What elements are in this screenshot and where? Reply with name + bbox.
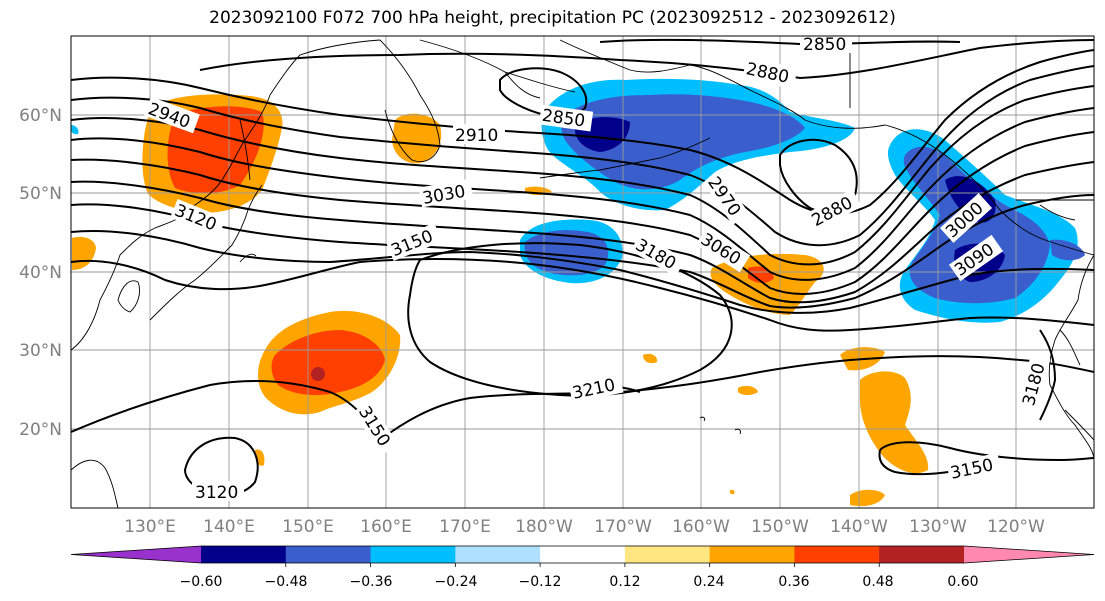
lat-label: 60°N bbox=[19, 106, 62, 126]
contour-2940 bbox=[71, 65, 1094, 247]
contour-3180 bbox=[407, 242, 733, 397]
contour-3120 bbox=[71, 229, 1094, 314]
colorbar-segment bbox=[455, 546, 541, 563]
lat-label: 20°N bbox=[19, 420, 62, 440]
colorbar-segment bbox=[879, 546, 965, 563]
lat-label: 30°N bbox=[19, 341, 62, 361]
coastline-hawaii bbox=[699, 416, 741, 435]
colorbar-segment bbox=[624, 546, 711, 563]
contour-2910 bbox=[71, 49, 1094, 216]
colorbar-segment bbox=[709, 546, 795, 563]
lon-label: 130°W bbox=[909, 517, 967, 537]
precip-area-west-edge bbox=[71, 125, 79, 135]
lon-label: 150°E bbox=[282, 517, 334, 537]
coastline-asia bbox=[71, 39, 381, 508]
precip-area-east-pacific-2 bbox=[860, 371, 929, 474]
precip-area-tropical-3 bbox=[729, 489, 735, 495]
colorbar-segment bbox=[285, 546, 372, 563]
contour-label: 2910 bbox=[455, 126, 498, 146]
contour-2970 bbox=[71, 85, 1094, 266]
colorbar-extension-high bbox=[964, 546, 1094, 563]
colorbar-tick-label: −0.24 bbox=[435, 574, 478, 590]
map-gridlines bbox=[71, 36, 1094, 508]
contour-3150-main bbox=[71, 258, 1094, 332]
colorbar-segment bbox=[370, 546, 456, 563]
coastline-sakhalin bbox=[239, 119, 251, 181]
colorbar-outline bbox=[70, 545, 1095, 564]
contour-3030 bbox=[71, 131, 1094, 295]
coastline-kamchatka bbox=[379, 39, 441, 163]
lon-label: 160°E bbox=[360, 517, 412, 537]
contour-3060 bbox=[71, 161, 1094, 304]
contour-3000 bbox=[71, 107, 1094, 281]
lon-label: 160°W bbox=[672, 517, 730, 537]
map-frame bbox=[70, 35, 1095, 509]
latitude-labels: 60°N 50°N 40°N 30°N 20°N bbox=[19, 106, 62, 440]
precip-area-tropical-1 bbox=[643, 353, 658, 364]
colorbar-tick-label: 0.24 bbox=[693, 574, 724, 590]
precip-area-hawaii bbox=[738, 385, 758, 395]
contour-3180-east bbox=[1039, 329, 1057, 421]
colorbar-segment bbox=[794, 546, 880, 563]
coastline-japan bbox=[149, 184, 263, 321]
contour-2850-bering bbox=[499, 67, 588, 119]
colorbar-ticks bbox=[285, 563, 880, 567]
precip-area-west-pacific-core bbox=[271, 330, 385, 396]
lon-label: 180°W bbox=[515, 517, 573, 537]
contour-2880-north bbox=[199, 39, 1094, 80]
colorbar-tick-label: −0.60 bbox=[180, 574, 223, 590]
lon-label: 120°W bbox=[987, 517, 1045, 537]
colorbar-tick-label: −0.48 bbox=[265, 574, 308, 590]
lon-label: 140°W bbox=[830, 517, 888, 537]
colorbar-tick-label: 0.60 bbox=[947, 574, 978, 590]
colorbar-segments bbox=[70, 545, 1095, 564]
map-title: 2023092100 F072 700 hPa height, precipit… bbox=[209, 8, 896, 28]
lat-label: 40°N bbox=[19, 263, 62, 283]
contour-label: 2850 bbox=[803, 35, 846, 55]
precip-area-west-pacific-peak bbox=[311, 367, 325, 381]
coastline-korea bbox=[117, 280, 141, 313]
contour-2850-north bbox=[599, 38, 961, 46]
lat-label: 50°N bbox=[19, 184, 62, 204]
lon-label: 140°E bbox=[203, 517, 255, 537]
lon-label: 170°E bbox=[439, 517, 491, 537]
contour-3150-south bbox=[71, 355, 1094, 441]
colorbar-tick-label: 0.12 bbox=[609, 574, 640, 590]
colorbar-tick-label: 0.36 bbox=[778, 574, 809, 590]
colorbar-tick-label: −0.36 bbox=[350, 574, 393, 590]
colorbar-tick-label: 0.48 bbox=[862, 574, 893, 590]
colorbar-segment bbox=[540, 546, 626, 563]
precip-area-kuril bbox=[392, 113, 442, 164]
colorbar-tick-labels: −0.60 −0.48 −0.36 −0.24 −0.12 0.12 0.24 … bbox=[180, 574, 979, 590]
longitude-labels: 130°E 140°E 150°E 160°E 170°E 180°W 170°… bbox=[124, 517, 1045, 537]
lon-label: 130°E bbox=[124, 517, 176, 537]
colorbar-extension-low bbox=[71, 546, 201, 563]
lon-label: 170°W bbox=[594, 517, 652, 537]
contour-labels: 2850 2880 2940 2910 2850 3030 2970 2880 … bbox=[144, 35, 1051, 503]
contour-label: 3120 bbox=[195, 483, 238, 503]
colorbar-tick-label: −0.12 bbox=[519, 574, 562, 590]
lon-label: 150°W bbox=[751, 517, 809, 537]
colorbar-segment bbox=[201, 546, 287, 563]
coastline-alaska bbox=[559, 39, 1094, 256]
coastline-mexico bbox=[1059, 329, 1094, 441]
colorbar: −0.60 −0.48 −0.36 −0.24 −0.12 0.12 0.24 … bbox=[70, 545, 1095, 590]
